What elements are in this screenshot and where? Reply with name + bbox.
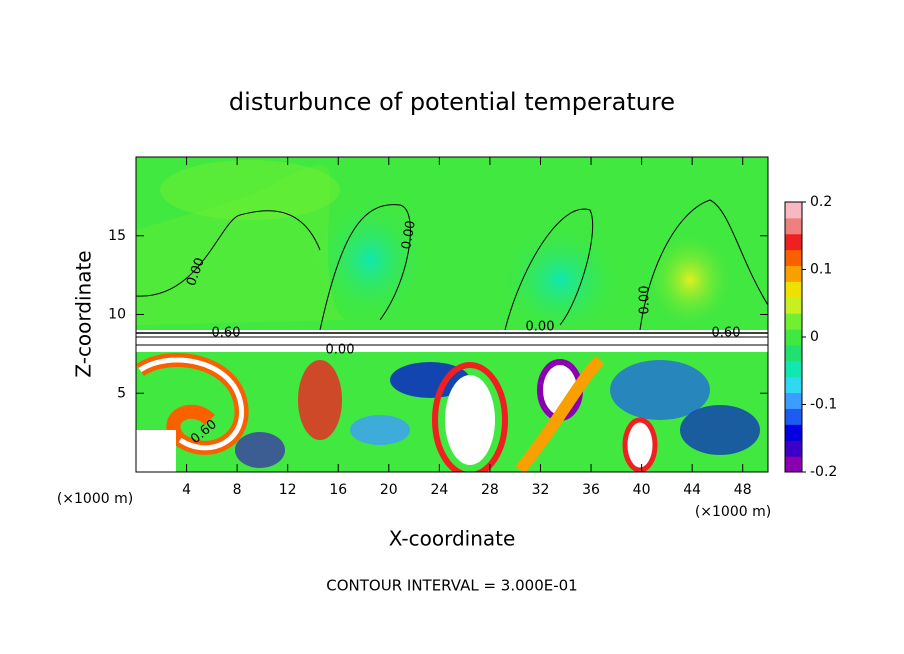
colorbar-band <box>785 424 802 441</box>
contour-label: 0.60 <box>212 326 241 341</box>
colorbar-band <box>785 202 802 219</box>
colorbar-tick-label: 0.1 <box>810 262 832 278</box>
colorbar-band <box>785 233 802 251</box>
x-tick-label: 16 <box>329 482 347 498</box>
colorbar-band <box>785 313 802 330</box>
x-tick-label: 8 <box>233 482 242 498</box>
colorbar-band <box>785 297 802 314</box>
x-tick-label: 32 <box>532 482 550 498</box>
contour-label: 0.60 <box>712 326 741 341</box>
contour-label: 0.00 <box>638 286 653 315</box>
footer-note: CONTOUR INTERVAL = 3.000E-01 <box>326 577 577 595</box>
x-tick-label: 12 <box>279 482 297 498</box>
colorbar-tick-label: 0 <box>810 329 819 345</box>
contour-label: 0.00 <box>399 219 419 250</box>
y-axis-label: Z-coordinate <box>72 250 96 377</box>
colorbar-band <box>785 360 802 378</box>
colorbar-band <box>785 456 802 473</box>
x-unit: (×1000 m) <box>695 504 771 520</box>
colorbar-band <box>785 392 802 409</box>
y-tick-label: 15 <box>108 228 126 244</box>
x-tick-label: 4 <box>182 482 191 498</box>
x-tick-label: 44 <box>683 482 701 498</box>
x-tick-label: 28 <box>481 482 499 498</box>
contour-field <box>136 157 768 472</box>
colorbar-tick-label: -0.1 <box>810 397 837 413</box>
x-tick-label: 24 <box>430 482 448 498</box>
contour-label: 0.00 <box>526 320 555 335</box>
y-tick-label: 5 <box>117 385 126 401</box>
colorbar-band <box>785 217 802 235</box>
colorbar-band <box>785 329 802 346</box>
colorbar-band <box>785 265 802 282</box>
x-unit: (×1000 m) <box>57 491 133 507</box>
contour-label: 0.00 <box>326 343 355 358</box>
colorbar-band <box>785 344 802 362</box>
colorbar-band <box>785 249 802 267</box>
colorbar-band <box>785 376 802 394</box>
colorbar-tick-label: -0.2 <box>810 464 837 480</box>
y-tick-label: 10 <box>108 307 126 323</box>
colorbar-band <box>785 281 802 298</box>
x-tick-label: 40 <box>633 482 651 498</box>
x-tick-label: 36 <box>582 482 600 498</box>
colorbar-band <box>785 440 802 457</box>
x-axis-label: X-coordinate <box>389 527 516 551</box>
colorbar-tick-label: 0.2 <box>810 194 832 210</box>
chart-title: disturbunce of potential temperature <box>229 88 675 116</box>
colorbar: -0.2 -0.1 0 0.1 0.2 <box>784 194 837 480</box>
colorbar-band <box>785 408 802 425</box>
x-tick-label: 48 <box>734 482 752 498</box>
x-tick-label: 20 <box>380 482 398 498</box>
